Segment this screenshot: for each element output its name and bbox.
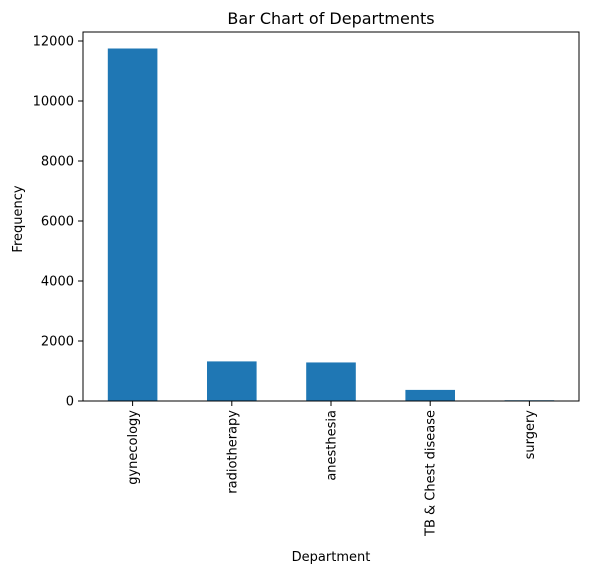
y-tick-label: 8000 <box>41 155 74 170</box>
y-tick-label: 2000 <box>41 335 74 350</box>
y-tick-label: 6000 <box>41 215 74 230</box>
bars-group <box>107 48 555 401</box>
y-axis-ticks: 0 2000 4000 6000 8000 10000 12000 <box>33 35 83 410</box>
x-tick-label: radiotherapy <box>225 410 240 494</box>
chart-title: Bar Chart of Departments <box>227 9 434 28</box>
y-axis-label: Frequency <box>11 185 26 252</box>
bar-radiotherapy <box>207 361 257 401</box>
y-tick-label: 12000 <box>33 35 74 50</box>
x-tick-label: gynecology <box>126 410 141 485</box>
bar-tb-chest-disease <box>405 389 455 401</box>
y-tick-label: 0 <box>66 395 74 410</box>
x-tick-label: anesthesia <box>325 410 340 481</box>
bar-gynecology <box>107 48 158 401</box>
x-axis-label: Department <box>292 550 371 565</box>
plot-area-frame <box>82 31 580 402</box>
x-axis-ticks: gynecology radiotherapy anesthesia TB & Che… <box>126 401 538 537</box>
x-tick-label: TB & Chest disease <box>424 410 439 537</box>
y-tick-label: 10000 <box>33 95 74 110</box>
bar-anesthesia <box>306 362 356 401</box>
x-tick-label: surgery <box>523 410 538 460</box>
y-tick-label: 4000 <box>41 275 74 290</box>
